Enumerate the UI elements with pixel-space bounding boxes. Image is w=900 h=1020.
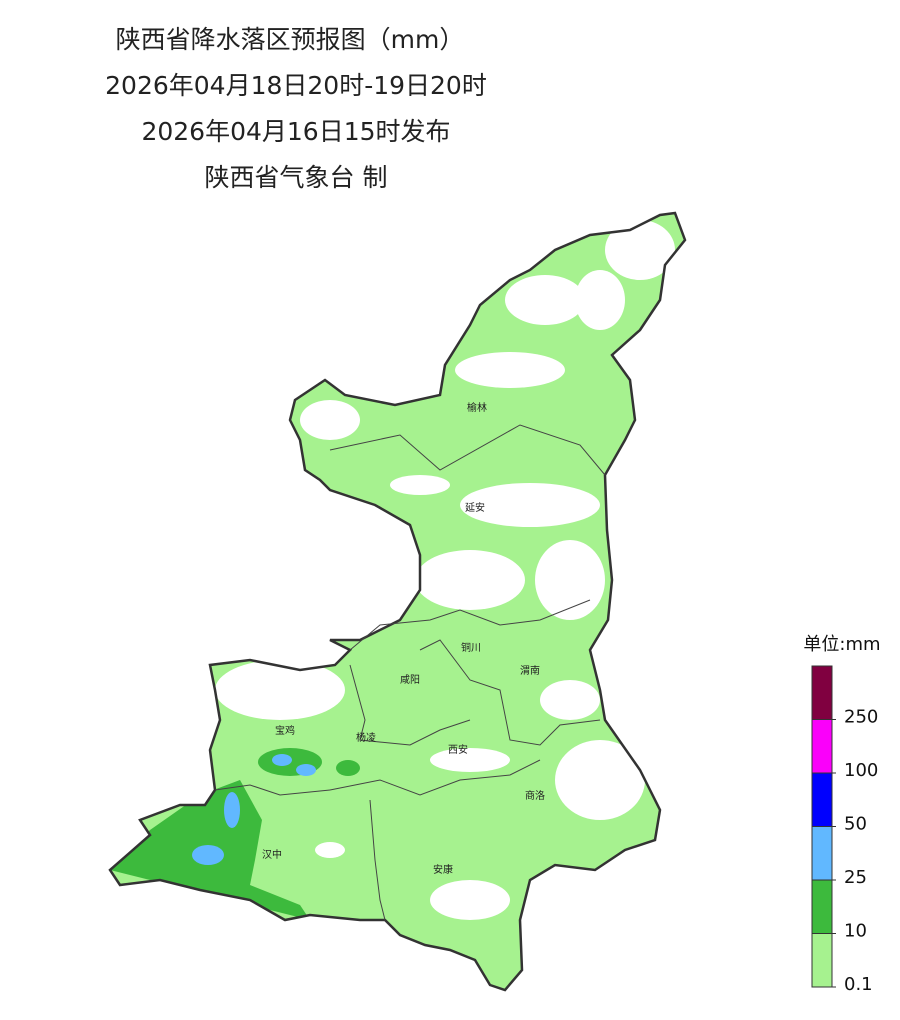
- dry-patches: [215, 220, 675, 920]
- legend-unit: 单位:mm: [803, 634, 880, 655]
- city-label: 商洛: [525, 789, 545, 802]
- city-borders: [214, 424, 606, 921]
- city-label: 宝鸡: [275, 724, 295, 737]
- city-label: 榆林: [467, 401, 487, 414]
- legend-label: 0.1: [844, 974, 873, 995]
- legend-swatch: [811, 719, 833, 774]
- city-label: 杨凌: [356, 731, 376, 744]
- rain-25-50: [224, 792, 240, 828]
- legend-label: 10: [844, 921, 867, 942]
- legend-swatch: [811, 826, 833, 881]
- city-label: 汉中: [262, 848, 282, 861]
- rain-10-25: [336, 760, 360, 776]
- legend-swatch: [811, 933, 833, 988]
- city-label: 安康: [433, 863, 453, 876]
- legend-swatch: [811, 772, 833, 827]
- period: 2026年04月18日20时-19日20时: [105, 71, 487, 100]
- city-label: 铜川: [461, 642, 481, 654]
- rain-25-50: [272, 754, 292, 766]
- legend-swatch: [811, 879, 833, 934]
- legend-label: 250: [844, 707, 878, 728]
- rain-25-50: [296, 764, 316, 776]
- city-label: 西安: [448, 743, 468, 756]
- issuer: 陕西省气象台 制: [205, 163, 388, 192]
- city-label: 渭南: [520, 664, 540, 677]
- legend-swatch: [811, 665, 833, 720]
- legend-label: 100: [844, 760, 878, 781]
- legend-label: 50: [844, 814, 867, 835]
- title: 陕西省降水落区预报图（mm）: [116, 25, 465, 54]
- rain-25-50: [192, 845, 224, 865]
- city-label: 咸阳: [400, 674, 420, 686]
- legend-label: 25: [844, 867, 867, 888]
- issued: 2026年04月16日15时发布: [141, 117, 450, 146]
- city-label: 延安: [465, 501, 485, 514]
